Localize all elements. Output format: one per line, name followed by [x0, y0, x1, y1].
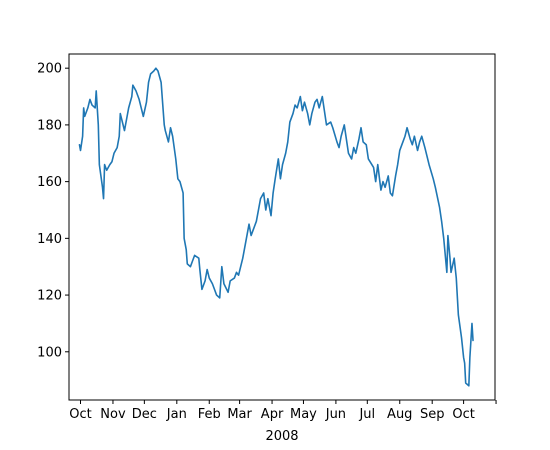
x-tick-label: Sep [420, 407, 445, 422]
y-tick-label: 160 [37, 175, 62, 190]
series-line [78, 67, 474, 387]
x-tick-label: Jul [358, 407, 375, 422]
y-tick-label: 100 [37, 345, 62, 360]
y-tick-label: 140 [37, 232, 62, 247]
x-tick-label: Oct [69, 407, 91, 422]
y-tick-label: 120 [37, 289, 62, 304]
x-tick-label: Oct [452, 407, 474, 422]
series-layer [78, 67, 474, 387]
y-tick-label: 180 [37, 118, 62, 133]
x-axis-label: 2008 [265, 429, 298, 444]
x-tick-label: Nov [100, 407, 126, 422]
x-tick-label: Aug [387, 407, 412, 422]
x-tick-label: Apr [261, 407, 284, 422]
y-tick-label: 200 [37, 62, 62, 77]
x-tick-label: Jan [166, 407, 187, 422]
x-tick-label: Mar [227, 407, 252, 422]
y-axis-ticks: 100 120 140 160 180 200 [37, 62, 69, 360]
x-tick-label: Jun [325, 407, 346, 422]
x-tick-label: Feb [198, 407, 221, 422]
plot-frame [68, 53, 496, 401]
x-tick-label: May [290, 407, 317, 422]
x-axis-ticks: Oct Nov Dec Jan Feb Mar Apr May Jun Jul Aug Sep Oct [69, 400, 497, 422]
x-tick-label: Dec [132, 407, 157, 422]
